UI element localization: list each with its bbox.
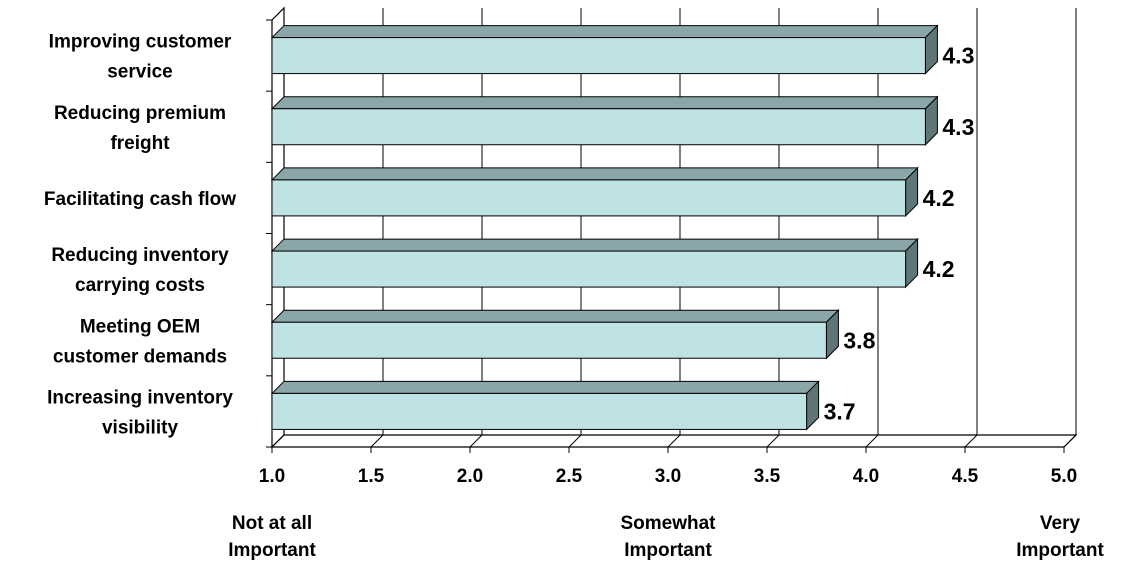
data-label: 3.8 xyxy=(843,327,875,353)
data-label: 4.2 xyxy=(923,256,955,282)
category-label-line: Facilitating cash flow xyxy=(44,189,236,210)
category-label-line: Reducing premium xyxy=(54,103,226,124)
category-label-line: Improving customer xyxy=(49,32,232,53)
data-label: 4.3 xyxy=(942,43,974,69)
floor-tick xyxy=(964,434,978,448)
bar-top-face xyxy=(270,238,919,252)
category-label-line: Increasing inventory xyxy=(47,387,233,408)
category-labels: Improving customer service Reducing premiu… xyxy=(44,32,236,439)
floor-tick xyxy=(271,434,285,448)
scale-label-line: Important xyxy=(624,540,712,561)
x-tick-label: 5.0 xyxy=(1051,466,1077,487)
category-label-line: carrying costs xyxy=(75,275,205,296)
bar xyxy=(271,179,907,217)
category-label-line: customer demands xyxy=(53,346,227,367)
x-tick-label: 3.5 xyxy=(754,466,781,487)
floor-tick xyxy=(370,434,384,448)
floor-tick xyxy=(865,434,879,448)
x-tick-label: 3.0 xyxy=(655,466,681,487)
bar-top-face xyxy=(270,380,820,394)
category-label: Reducing premium freight xyxy=(54,103,226,154)
data-label: 4.2 xyxy=(923,185,955,211)
category-label: Increasing inventory visibility xyxy=(47,387,233,438)
bar xyxy=(271,37,926,75)
data-label: 4.3 xyxy=(942,114,974,140)
category-label-line: Meeting OEM xyxy=(80,316,200,337)
bar-top-face xyxy=(270,25,939,39)
x-axis-ticks: 1.0 1.5 2.0 2.5 3.0 3.5 4.0 4.5 5.0 xyxy=(259,19,1077,487)
floor-tick xyxy=(469,434,483,448)
x-tick-label: 4.0 xyxy=(853,466,879,487)
floor-tick xyxy=(667,434,681,448)
chart-bars: 4.3 4.3 4.2 4.2 3.8 3.7 xyxy=(270,24,974,431)
scale-label: Very Important xyxy=(1016,513,1104,561)
category-label: Meeting OEM customer demands xyxy=(53,316,227,367)
bar xyxy=(271,108,926,146)
floor-tick xyxy=(766,434,780,448)
category-label-line: visibility xyxy=(102,417,178,438)
x-tick-label: 1.0 xyxy=(259,466,285,487)
scale-label: Somewhat Important xyxy=(620,513,716,561)
scale-label-line: Not at all xyxy=(232,513,312,534)
category-label-line: freight xyxy=(110,133,170,154)
bar xyxy=(271,250,907,288)
category-label: Improving customer service xyxy=(49,32,232,83)
category-label-line: Reducing inventory xyxy=(51,245,229,266)
floor-tick xyxy=(568,434,582,448)
scale-label-line: Somewhat xyxy=(620,513,716,534)
x-tick-label: 2.0 xyxy=(457,466,483,487)
category-label: Reducing inventory carrying costs xyxy=(51,245,229,296)
chart-gridlines xyxy=(271,8,1077,448)
bar-top-face xyxy=(270,309,840,323)
x-tick-label: 4.5 xyxy=(952,466,979,487)
bar-top-face xyxy=(270,96,939,110)
bar xyxy=(271,321,827,359)
scale-label-line: Very xyxy=(1040,513,1081,534)
bar xyxy=(271,392,808,430)
category-label-line: service xyxy=(107,62,173,83)
scale-label: Not at all Important xyxy=(228,513,316,561)
data-label: 3.7 xyxy=(824,398,856,424)
x-tick-label: 1.5 xyxy=(358,466,385,487)
floor-tick xyxy=(1063,434,1077,448)
bar-top-face xyxy=(270,167,919,181)
category-label: Facilitating cash flow xyxy=(44,189,236,210)
x-tick-label: 2.5 xyxy=(556,466,583,487)
scale-label-line: Important xyxy=(1016,540,1104,561)
scale-label-line: Important xyxy=(228,540,316,561)
